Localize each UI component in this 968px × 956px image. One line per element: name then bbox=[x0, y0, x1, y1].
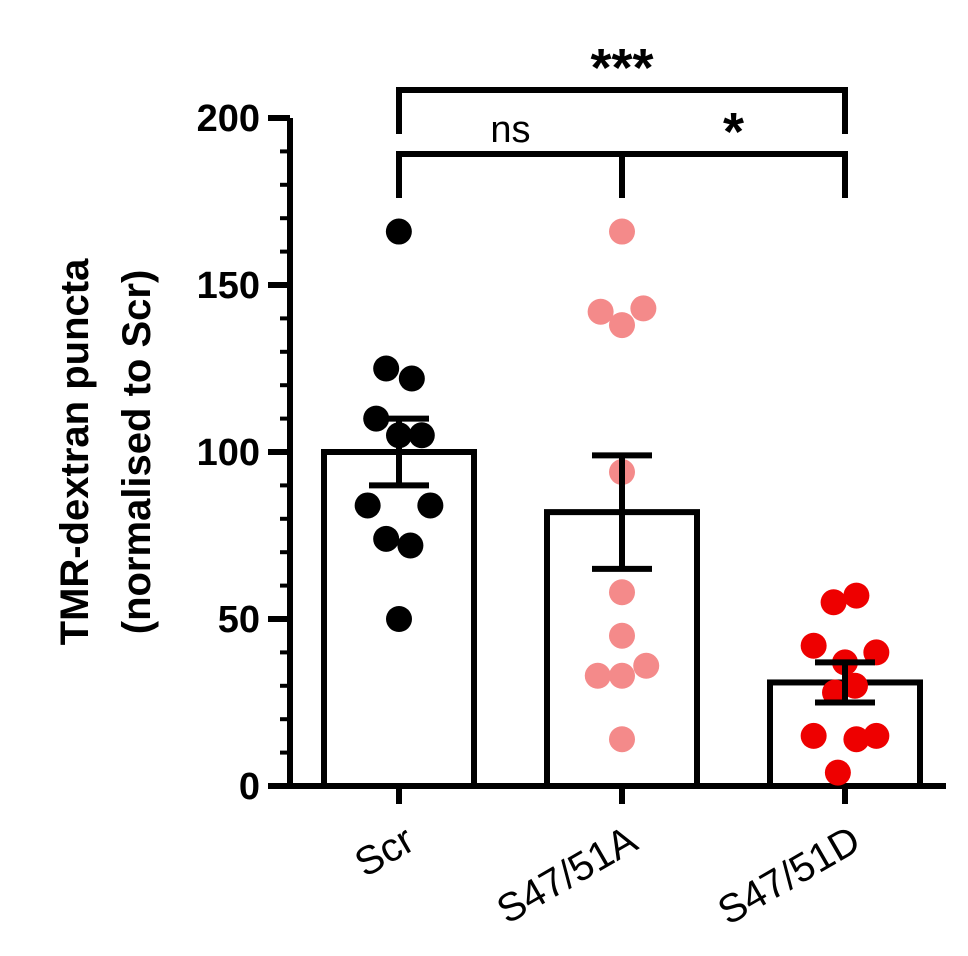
x-tick-label: Scr bbox=[348, 818, 422, 886]
y-axis-label-line2: (normalised to Scr) bbox=[115, 270, 159, 635]
x-tick-label: S47/51A bbox=[490, 818, 645, 933]
significance-label: *** bbox=[590, 38, 653, 98]
data-point bbox=[630, 295, 657, 322]
y-tick-label: 150 bbox=[197, 265, 260, 307]
data-point bbox=[609, 726, 635, 753]
data-point bbox=[824, 759, 851, 786]
plot-area: 0 50 100 150 200 Scr S47/51A S47/51D *** ns * bbox=[197, 38, 946, 934]
x-tick-label: S47/51D bbox=[711, 818, 868, 934]
significance-bracket bbox=[396, 87, 848, 134]
data-point bbox=[584, 662, 611, 689]
data-point bbox=[609, 622, 635, 649]
y-tick-label: 0 bbox=[239, 766, 260, 808]
data-point bbox=[417, 492, 444, 519]
data-point bbox=[633, 652, 660, 679]
data-point bbox=[354, 492, 381, 519]
data-point bbox=[843, 582, 870, 609]
data-point bbox=[385, 218, 412, 245]
y-axis-label-line1: TMR-dextran puncta bbox=[53, 258, 97, 645]
data-point bbox=[609, 312, 635, 339]
data-point bbox=[843, 726, 870, 753]
data-point bbox=[841, 672, 868, 699]
data-point bbox=[386, 606, 412, 632]
data-point bbox=[397, 532, 424, 559]
data-point bbox=[822, 679, 849, 706]
data-point bbox=[800, 632, 827, 659]
y-tick-label: 100 bbox=[197, 432, 260, 474]
data-point bbox=[609, 662, 635, 689]
significance-label: ns bbox=[490, 109, 530, 151]
data-point bbox=[609, 218, 635, 245]
data-point bbox=[587, 298, 614, 325]
data-point bbox=[398, 365, 425, 392]
data-point bbox=[408, 422, 435, 449]
data-point bbox=[863, 722, 890, 749]
data-point bbox=[863, 639, 890, 666]
data-point bbox=[373, 525, 400, 552]
significance-bracket bbox=[396, 151, 625, 198]
y-axis-label: TMR-dextran puncta (normalised to Scr) bbox=[53, 258, 159, 645]
data-point bbox=[800, 722, 827, 749]
data-point bbox=[820, 589, 847, 616]
y-tick-label: 200 bbox=[197, 98, 260, 140]
data-point bbox=[373, 355, 400, 382]
y-tick-label: 50 bbox=[218, 599, 260, 641]
significance-label: * bbox=[723, 102, 744, 162]
data-point bbox=[609, 579, 635, 606]
